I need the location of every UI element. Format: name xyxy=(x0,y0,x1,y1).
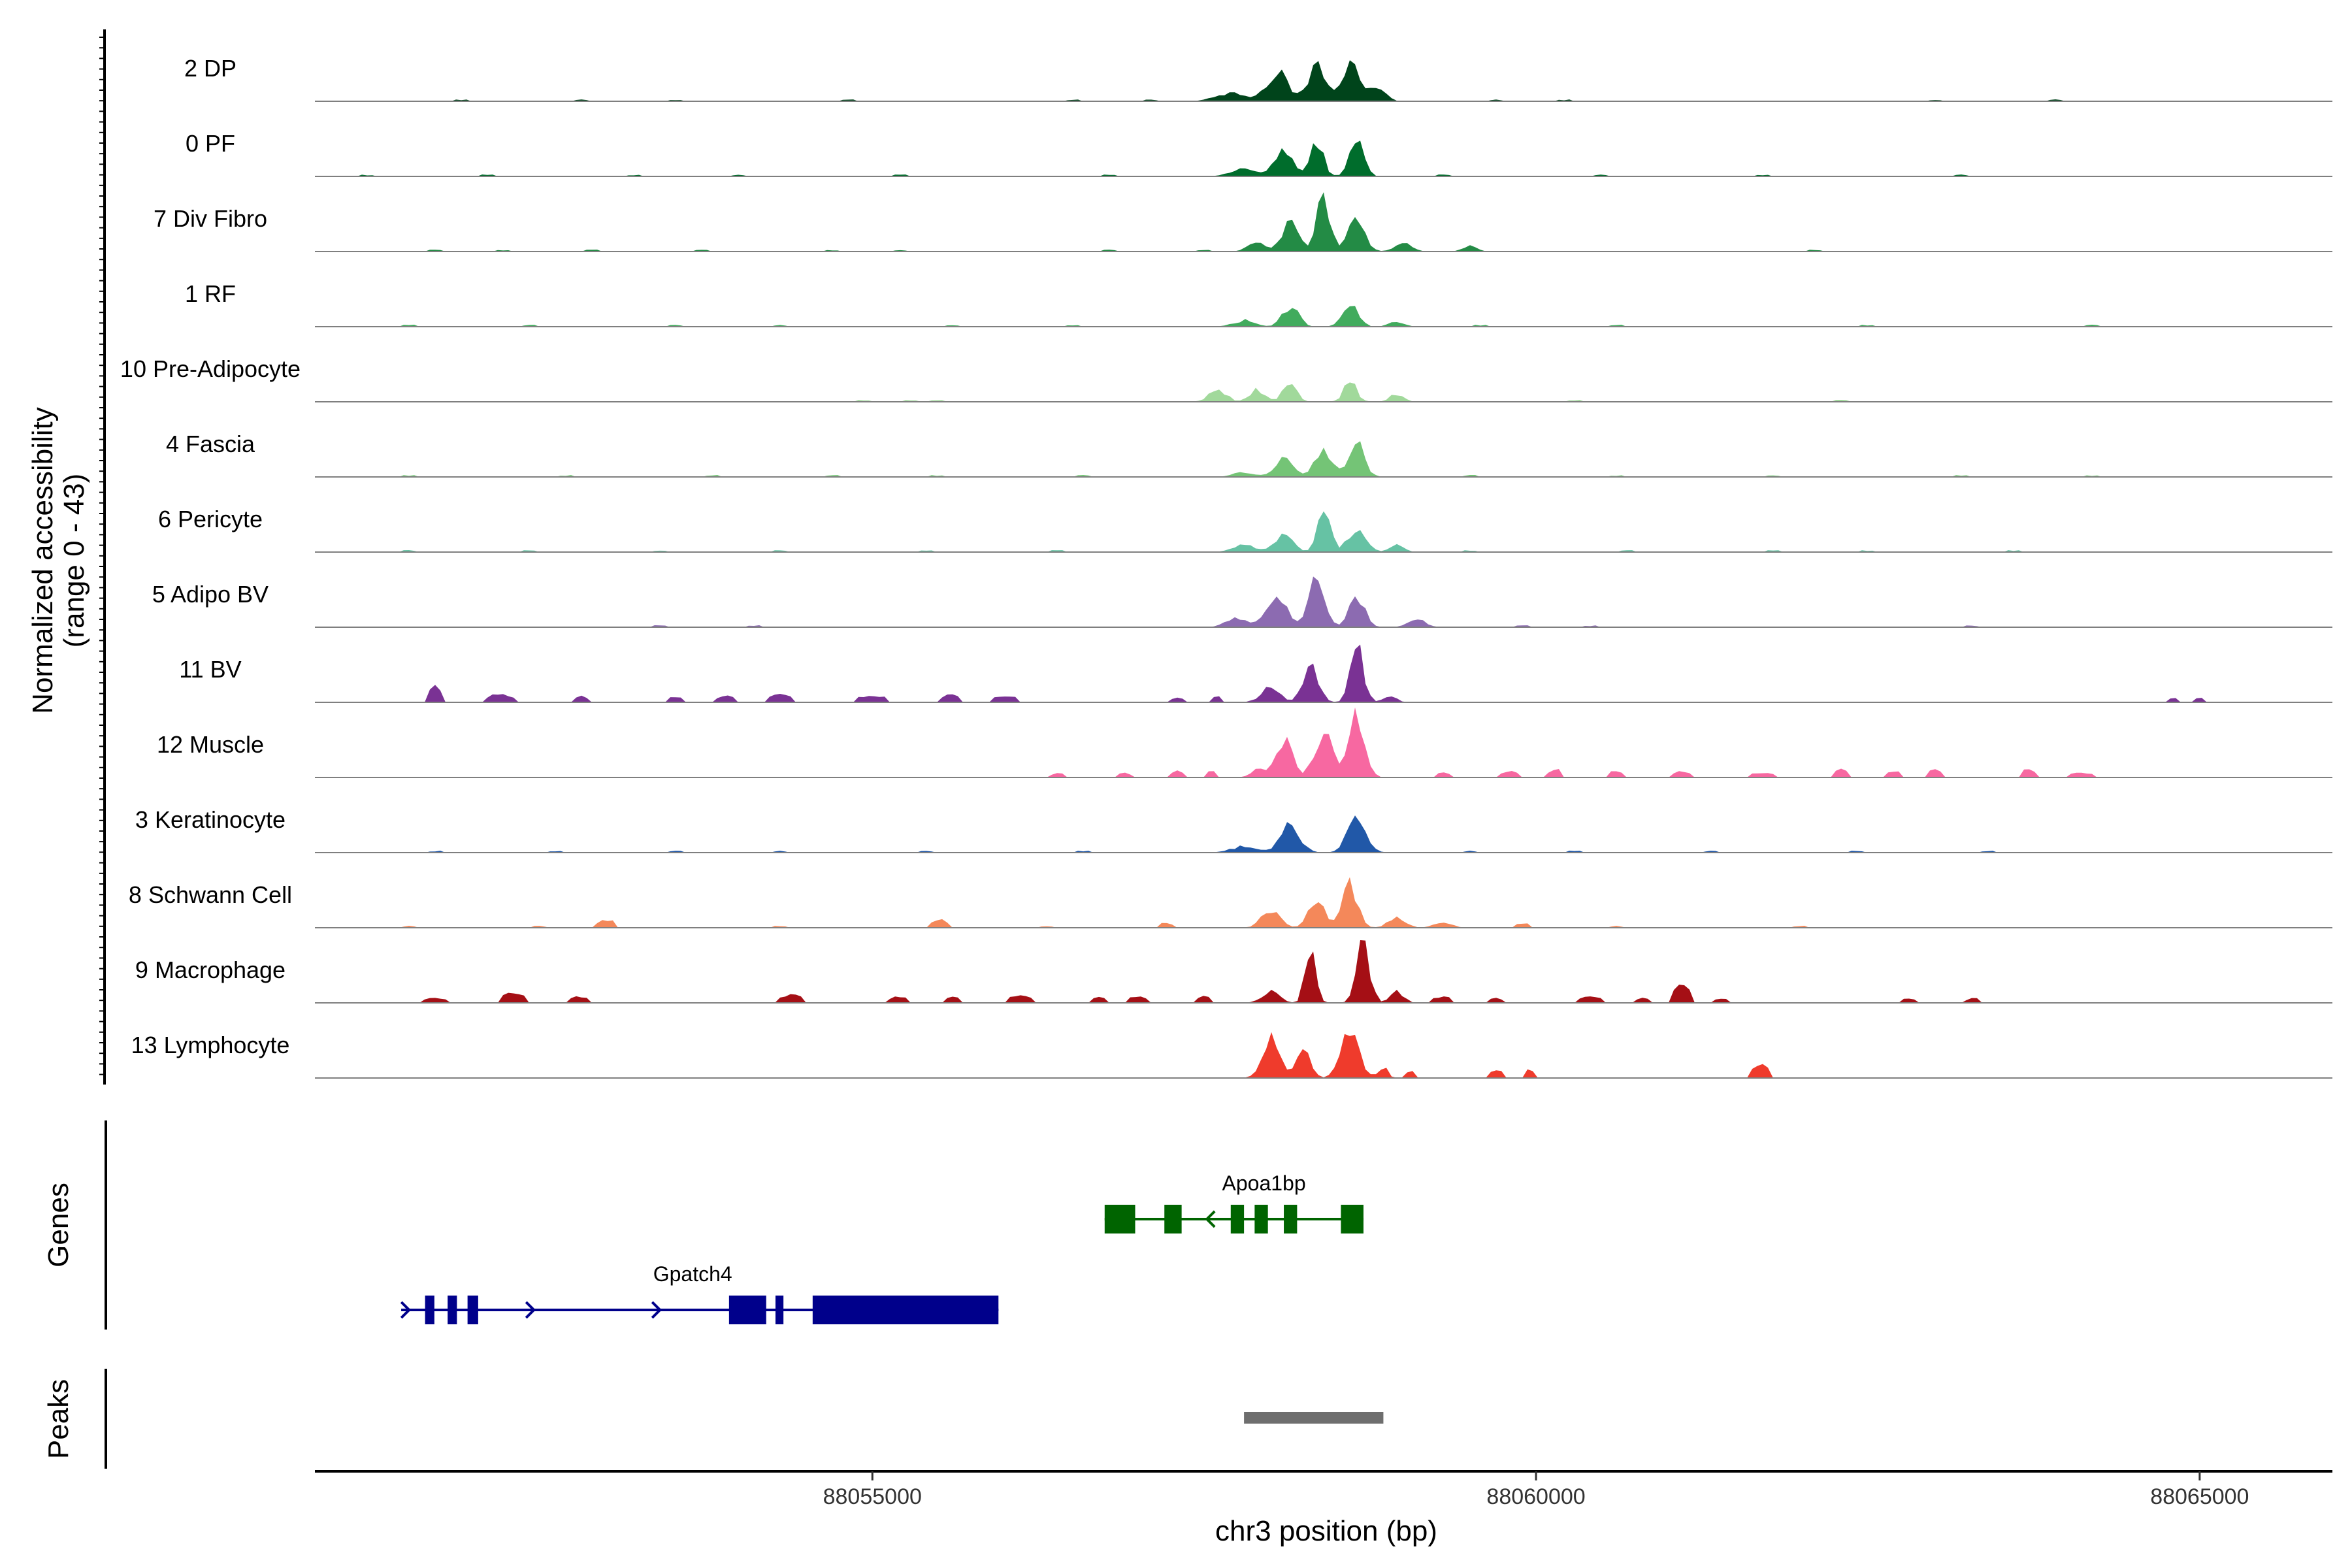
coverage-area xyxy=(315,306,2332,327)
peaks-panel-title: Peaks xyxy=(42,1379,74,1459)
coverage-tracks: 2 DP 0 PF 7 Div Fibro 1 RF 10 Pre-Adipocyte 4… xyxy=(120,55,2332,1079)
gene-exon xyxy=(812,1296,999,1324)
track-7-div-fibro: 7 Div Fibro xyxy=(154,192,2332,252)
coverage-area xyxy=(315,140,2332,176)
track-label: 8 Schwann Cell xyxy=(129,881,292,908)
track-3-keratinocyte: 3 Keratinocyte xyxy=(135,806,2332,853)
gene-exon xyxy=(728,1296,766,1324)
coverage-area xyxy=(315,877,2332,928)
strand-arrow xyxy=(651,1301,662,1319)
coverage-area xyxy=(315,192,2332,252)
track-1-rf: 1 RF xyxy=(185,280,2332,327)
track-4-fascia: 4 Fascia xyxy=(166,431,2332,478)
gene-exon xyxy=(1164,1205,1182,1233)
gene-label: Apoa1bp xyxy=(1222,1171,1306,1195)
track-2-dp: 2 DP xyxy=(184,55,2332,102)
gene-exon xyxy=(1284,1205,1298,1233)
strand-arrow xyxy=(400,1301,412,1319)
gene-exon xyxy=(448,1296,457,1324)
coverage-area xyxy=(315,60,2332,101)
track-label: 3 Keratinocyte xyxy=(135,806,286,833)
gene-gpatch4: Gpatch4 xyxy=(400,1262,999,1324)
track-label: 12 Muscle xyxy=(157,731,264,758)
x-tick-label: 88055000 xyxy=(823,1484,922,1509)
track-label: 4 Fascia xyxy=(166,431,255,457)
gene-exon xyxy=(467,1296,478,1324)
track-11-bv: 11 BV xyxy=(179,644,2332,703)
track-label: 13 Lymphocyte xyxy=(131,1032,290,1058)
gene-exon xyxy=(1230,1205,1245,1233)
gene-label: Gpatch4 xyxy=(653,1262,732,1286)
strand-arrow xyxy=(525,1301,536,1319)
track-label: 0 PF xyxy=(186,130,235,157)
track-6-pericyte: 6 Pericyte xyxy=(158,506,2332,553)
gene-exon xyxy=(1341,1205,1364,1233)
coverage-area xyxy=(315,815,2332,853)
track-5-adipo-bv: 5 Adipo BV xyxy=(152,576,2332,628)
x-tick-label: 88060000 xyxy=(1486,1484,1585,1509)
track-10-pre-adipocyte: 10 Pre-Adipocyte xyxy=(120,355,2332,402)
coverage-area xyxy=(315,1032,2332,1078)
x-tick-label: 88065000 xyxy=(2150,1484,2249,1509)
track-13-lymphocyte: 13 Lymphocyte xyxy=(131,1032,2332,1079)
coverage-area xyxy=(315,511,2332,552)
genes-panel-title: Genes xyxy=(42,1183,74,1267)
strand-arrow xyxy=(1205,1210,1216,1228)
coverage-area xyxy=(315,644,2332,702)
track-label: 1 RF xyxy=(185,280,236,307)
peak-region-bar xyxy=(1244,1412,1384,1424)
gene-exon xyxy=(425,1296,434,1324)
x-axis: 88055000 88060000 88065000 xyxy=(315,1470,2332,1509)
gene-exon xyxy=(775,1296,784,1324)
track-8-schwann-cell: 8 Schwann Cell xyxy=(129,877,2332,928)
gene-apoa1bp: Apoa1bp xyxy=(1104,1171,1364,1233)
track-label: 2 DP xyxy=(184,55,237,82)
track-label: 6 Pericyte xyxy=(158,506,263,532)
coverage-area xyxy=(315,707,2332,777)
gene-exon xyxy=(1104,1205,1135,1233)
accessibility-axis xyxy=(99,29,106,1085)
gene-exon xyxy=(1254,1205,1268,1233)
coverage-area xyxy=(315,576,2332,627)
track-label: 9 Macrophage xyxy=(135,956,286,983)
coverage-area xyxy=(315,382,2332,402)
track-label: 10 Pre-Adipocyte xyxy=(120,355,301,382)
track-label: 11 BV xyxy=(179,656,241,683)
peaks-panel xyxy=(1244,1412,1384,1424)
y-axis-title-line2: (range 0 - 43) xyxy=(58,474,90,648)
track-9-macrophage: 9 Macrophage xyxy=(135,940,2332,1004)
x-axis-title: chr3 position (bp) xyxy=(1215,1515,1437,1547)
track-0-pf: 0 PF xyxy=(186,130,2332,177)
genes-panel: Gpatch4 Apoa1bp xyxy=(400,1171,1364,1324)
track-12-muscle: 12 Muscle xyxy=(157,707,2332,778)
y-axis-title-line1: Normalized accessibility xyxy=(27,407,59,713)
coverage-area xyxy=(315,940,2332,1003)
track-label: 7 Div Fibro xyxy=(154,205,267,232)
coverage-area xyxy=(315,441,2332,477)
track-label: 5 Adipo BV xyxy=(152,581,269,608)
